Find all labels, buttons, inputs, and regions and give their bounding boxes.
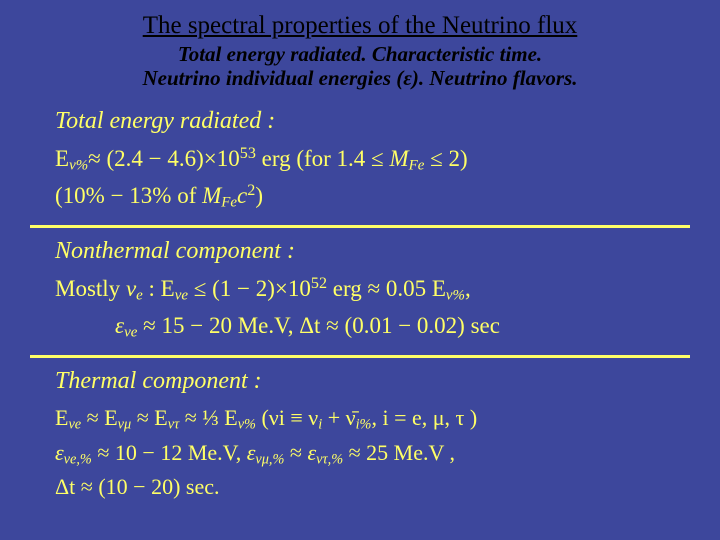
divider — [30, 225, 690, 228]
section-nonthermal: Nonthermal component : Mostly νe : Eνe ≤… — [55, 238, 680, 345]
section-total-energy: Total energy radiated : Eν%≈ (2.4 − 4.6)… — [55, 108, 680, 215]
slide-subtitle: Total energy radiated. Characteristic ti… — [30, 42, 690, 90]
equation-line: (10% − 13% of MFec2) — [55, 178, 680, 215]
section-header: Total energy radiated : — [55, 108, 680, 135]
section-thermal: Thermal component : Eνe ≈ Eνμ ≈ Eντ ≈ ⅓ … — [55, 368, 680, 505]
equation-line: Eν%≈ (2.4 − 4.6)×1053 erg (for 1.4 ≤ MFe… — [55, 141, 680, 178]
subtitle-line-1: Total energy radiated. Characteristic ti… — [178, 42, 542, 66]
equation-line: ενe ≈ 15 − 20 Me.V, Δt ≈ (0.01 − 0.02) s… — [55, 308, 680, 345]
subtitle-line-2: Neutrino individual energies (ε). Neutri… — [142, 66, 577, 90]
section-header: Thermal component : — [55, 368, 680, 395]
section-header: Nonthermal component : — [55, 238, 680, 265]
divider — [30, 355, 690, 358]
equation-line: Mostly νe : Eνe ≤ (1 − 2)×1052 erg ≈ 0.0… — [55, 271, 680, 308]
equation-line: Δt ≈ (10 − 20) sec. — [55, 470, 680, 504]
slide: The spectral properties of the Neutrino … — [0, 0, 720, 512]
slide-title: The spectral properties of the Neutrino … — [30, 12, 690, 40]
equation-line: ενe,% ≈ 10 − 12 Me.V, ενμ,% ≈ εντ,% ≈ 25… — [55, 436, 680, 471]
equation-line: Eνe ≈ Eνμ ≈ Eντ ≈ ⅓ Eν% (νi ≡ νi + ν̄i%,… — [55, 401, 680, 436]
